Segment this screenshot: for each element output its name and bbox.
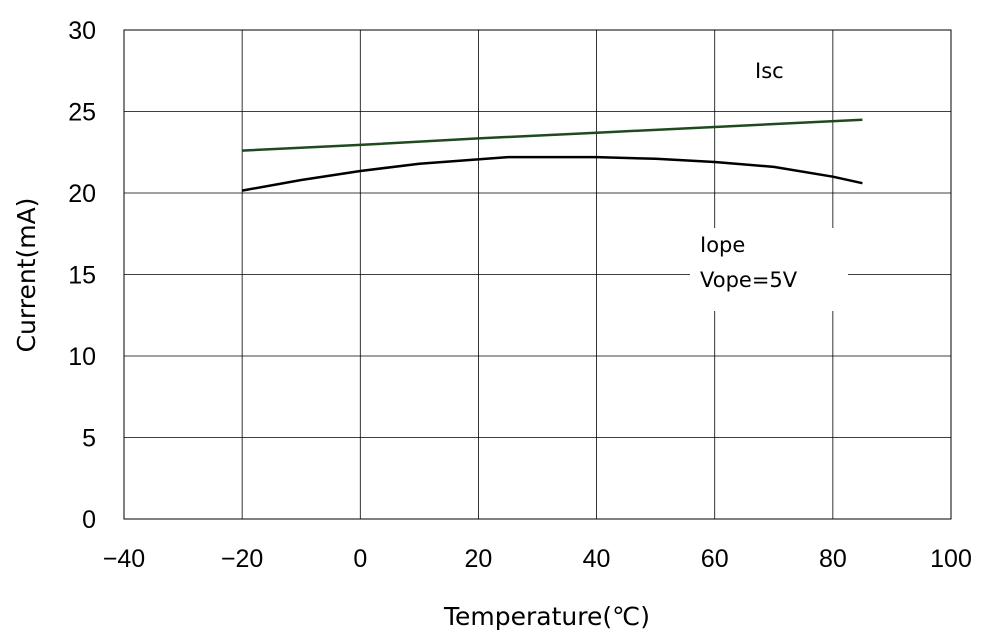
annotation-background: [690, 228, 848, 311]
x-tick-label: 20: [465, 545, 493, 573]
y-axis-label: Current(mA): [12, 198, 41, 353]
annotation-iope: Iope: [700, 233, 745, 257]
annotation-isc: Isc: [755, 59, 784, 83]
y-tick-label: 25: [68, 99, 96, 127]
annotation-backgrounds: [690, 228, 848, 311]
y-tick-label: 30: [68, 17, 96, 45]
y-tick-label: 10: [68, 343, 96, 371]
x-tick-label: 60: [701, 545, 729, 573]
annotation-vope: Vope=5V: [700, 268, 798, 292]
y-tick-label: 0: [82, 506, 96, 534]
y-tick-label: 5: [82, 425, 96, 453]
x-tick-label: 40: [583, 545, 611, 573]
x-tick-label: 80: [819, 545, 847, 573]
x-tick-label: −40: [103, 545, 145, 573]
x-tick-labels: −40 −20 0 20 40 60 80 100: [103, 545, 972, 573]
plot-frame: [123, 29, 952, 520]
series-line-iope: [241, 155, 863, 192]
y-tick-labels: 0 5 10 15 20 25 30: [68, 17, 96, 534]
y-tick-label: 15: [68, 262, 96, 290]
x-tick-label: −20: [221, 545, 263, 573]
series-lines: [241, 118, 863, 192]
x-axis-label: Temperature(℃): [443, 602, 650, 631]
x-tick-label: 100: [930, 545, 972, 573]
series-line-isc: [242, 118, 863, 152]
x-tick-label: 0: [353, 545, 367, 573]
y-tick-label: 20: [68, 180, 96, 208]
